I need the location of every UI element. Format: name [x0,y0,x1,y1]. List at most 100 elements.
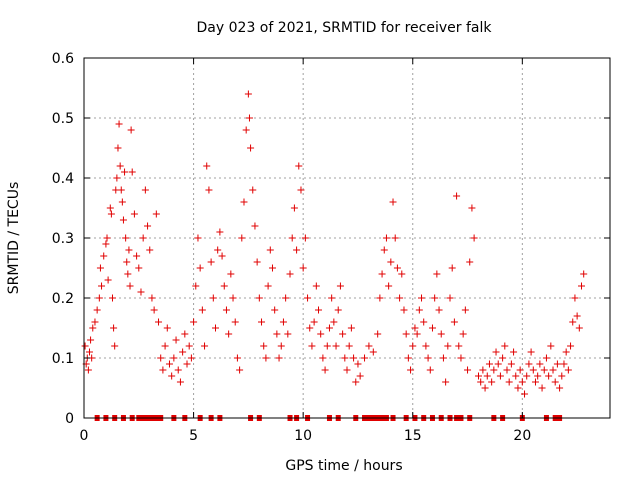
data-point [527,348,535,356]
data-point [113,174,121,182]
data-point [264,282,272,290]
data-point [119,216,127,224]
data-point [163,324,171,332]
data-point [114,144,122,152]
x-tick-label: 0 [80,428,89,444]
data-point [400,306,408,314]
data-point [106,204,114,212]
data-point [168,372,176,380]
data-point [560,360,568,368]
data-point [121,168,129,176]
data-point [365,342,373,350]
data-point [301,234,309,242]
data-point [407,366,415,374]
data-point [422,342,430,350]
data-point [198,306,206,314]
data-point [251,222,259,230]
y-tick-label: 0.1 [52,351,74,367]
data-point [128,168,136,176]
data-point [91,318,99,326]
data-point [187,354,195,362]
data-point [529,366,537,374]
data-point [89,324,97,332]
data-point [569,318,577,326]
data-point [118,198,126,206]
data-point [382,234,390,242]
data-point [225,330,233,338]
data-point [464,366,472,374]
data-point [141,186,149,194]
data-point [122,234,130,242]
data-point [573,312,581,320]
data-point [194,234,202,242]
data-point [133,252,141,260]
data-point [396,294,404,302]
data-point [507,360,515,368]
data-point [345,342,353,350]
data-point [409,342,417,350]
data-point [442,378,450,386]
data-point [273,330,281,338]
data-point [501,342,509,350]
data-point [299,264,307,272]
data-point [453,192,461,200]
data-point [354,360,362,368]
data-point [125,246,133,254]
data-point [521,390,529,398]
data-point [420,318,428,326]
data-point [111,342,119,350]
data-point [562,348,570,356]
data-point [185,342,193,350]
data-point [424,354,432,362]
data-point [155,318,163,326]
data-point [271,306,279,314]
data-point [499,354,507,362]
data-point [468,204,476,212]
data-point [479,366,487,374]
data-point [490,366,498,374]
data-point [448,264,456,272]
y-tick-label: 0 [65,411,74,427]
data-point [229,294,237,302]
data-point [483,372,491,380]
data-point [108,294,116,302]
data-point [245,114,253,122]
data-point [475,372,482,380]
data-point [439,354,447,362]
data-point [330,318,338,326]
data-point [231,318,239,326]
y-tick-label: 0.6 [52,51,74,67]
data-point [212,324,219,332]
data-point [240,198,248,206]
data-point [334,306,342,314]
data-point [236,366,244,374]
data-point [126,282,134,290]
data-point [227,270,235,278]
data-point [387,258,395,266]
data-point [352,378,360,386]
data-point [503,366,511,374]
data-point [277,342,285,350]
data-point [356,372,364,380]
data-point [159,366,167,374]
data-point [553,360,561,368]
data-point [518,378,526,386]
data-point [135,264,143,272]
data-point [176,378,184,386]
data-point [571,294,579,302]
data-point [514,384,522,392]
data-point [542,354,550,362]
data-point [428,324,436,332]
data-point [310,318,318,326]
data-point [190,318,198,326]
data-point [512,372,520,380]
y-tick-label: 0.4 [52,171,74,187]
data-point [146,246,154,254]
data-point [398,270,406,278]
data-point [411,324,419,332]
data-point [148,294,156,302]
data-point [350,354,358,362]
data-point [374,330,382,338]
data-point [470,234,478,242]
